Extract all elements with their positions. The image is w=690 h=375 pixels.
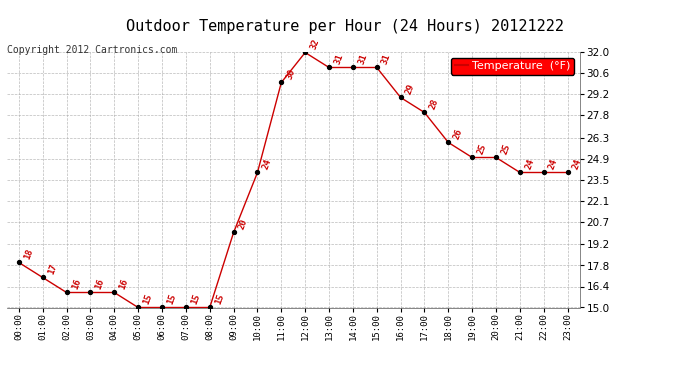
Text: 15: 15 [190,292,201,305]
Point [180,304,191,310]
Text: 31: 31 [380,52,393,65]
Text: 26: 26 [452,127,464,140]
Point [37,274,48,280]
Point [538,170,549,176]
Point [157,304,168,310]
Point [347,64,358,70]
Point [85,290,96,296]
Point [228,230,239,236]
Point [515,170,526,176]
Text: 32: 32 [308,37,321,50]
Text: 24: 24 [261,157,273,170]
Point [371,64,382,70]
Text: 30: 30 [285,67,297,80]
Text: 31: 31 [333,52,345,65]
Text: 24: 24 [571,157,583,170]
Point [109,290,120,296]
Text: 16: 16 [94,277,106,290]
Legend: Temperature  (°F): Temperature (°F) [451,58,574,75]
Point [419,110,430,116]
Point [324,64,335,70]
Point [299,50,310,55]
Text: 24: 24 [524,157,535,170]
Text: 29: 29 [404,82,416,95]
Text: Copyright 2012 Cartronics.com: Copyright 2012 Cartronics.com [7,45,177,55]
Point [252,170,263,176]
Text: 17: 17 [46,262,59,275]
Text: 24: 24 [547,157,560,170]
Text: 20: 20 [237,217,249,230]
Point [61,290,72,296]
Point [276,80,287,86]
Text: 28: 28 [428,97,440,110]
Text: 15: 15 [213,292,226,305]
Point [443,140,454,146]
Point [395,94,406,100]
Text: 16: 16 [118,277,130,290]
Text: 18: 18 [22,247,34,260]
Text: 25: 25 [476,142,488,155]
Point [204,304,215,310]
Text: 16: 16 [70,277,82,290]
Text: 15: 15 [166,292,178,305]
Text: 25: 25 [500,142,512,155]
Text: 15: 15 [141,292,154,305]
Point [491,154,502,160]
Point [13,260,24,266]
Point [132,304,144,310]
Point [562,170,573,176]
Point [466,154,477,160]
Text: Outdoor Temperature per Hour (24 Hours) 20121222: Outdoor Temperature per Hour (24 Hours) … [126,19,564,34]
Text: 31: 31 [357,52,368,65]
